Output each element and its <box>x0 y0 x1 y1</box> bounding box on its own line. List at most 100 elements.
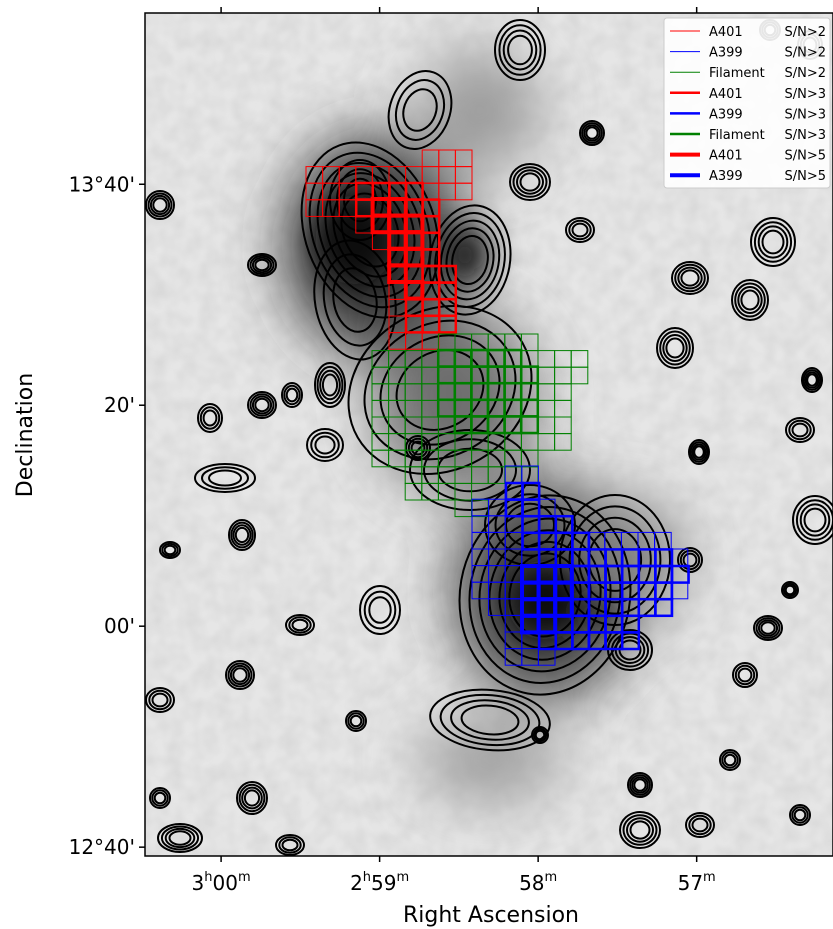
contour-ring <box>201 466 249 490</box>
contour-ring <box>313 239 397 361</box>
contour-ring <box>685 812 715 838</box>
contour-ring <box>163 544 177 556</box>
contour-ring <box>410 440 426 456</box>
legend-snr-label: S/N>3 <box>784 128 826 143</box>
contour-ring <box>659 330 691 366</box>
contour-ring <box>498 24 542 76</box>
contour-ring <box>275 834 305 856</box>
contour-ring <box>451 234 489 286</box>
contour-ring <box>665 337 685 359</box>
contour-ring <box>194 463 256 493</box>
x-tick-label: 3h00m <box>192 870 251 895</box>
contour-ring <box>782 582 798 598</box>
contour-ring <box>230 521 254 549</box>
contour-ring <box>585 126 599 140</box>
contour-ring <box>579 120 605 146</box>
contour-ring <box>723 753 737 767</box>
contour-ring <box>516 169 544 195</box>
contour-ring <box>379 334 501 446</box>
legend-series-name: Filament <box>709 128 765 143</box>
contour-ring <box>788 419 812 441</box>
contour-ring <box>254 258 270 272</box>
contour-ring <box>251 395 273 415</box>
contour-ring <box>288 616 312 634</box>
contour-ring <box>691 817 709 833</box>
contour-ring <box>531 726 549 744</box>
contour-ring <box>732 662 758 688</box>
contour-ring <box>789 804 811 826</box>
contour-ring <box>688 814 712 836</box>
contour-ring <box>161 542 179 558</box>
contour-ring <box>784 584 796 596</box>
legend-series-name: A401 <box>709 87 743 102</box>
contour-ring <box>753 221 793 263</box>
contour-ring <box>254 397 270 413</box>
contour-ring <box>571 222 589 238</box>
contour-ring <box>147 192 173 218</box>
legend-series-name: A399 <box>709 46 743 61</box>
contour-ring <box>622 814 658 846</box>
contour-ring <box>234 526 250 544</box>
contour-ring <box>460 704 520 736</box>
a401-cell-snr2 <box>454 182 473 201</box>
contour-ring <box>568 505 662 615</box>
legend-snr-label: S/N>5 <box>784 149 826 164</box>
contour-ring <box>731 279 769 321</box>
legend-box <box>663 17 831 189</box>
a401-cell-snr5 <box>387 263 408 284</box>
contour-ring <box>152 197 168 213</box>
contour-ring <box>671 261 709 295</box>
y-axis-label: Declination <box>13 373 38 497</box>
contour-ring <box>278 836 302 854</box>
contour-ring <box>792 495 833 545</box>
contour-ring <box>308 151 432 309</box>
legend-series-name: Filament <box>709 66 765 81</box>
a399-cell-snr3 <box>654 597 674 618</box>
contour-ring <box>319 369 341 401</box>
contour-ring <box>568 219 592 241</box>
contour-ring <box>314 435 336 455</box>
a399-cell-snr3 <box>670 564 690 584</box>
contour-ring <box>281 838 299 852</box>
a399-cell-snr5 <box>536 613 558 635</box>
contour-ring <box>534 729 546 741</box>
contour-ring <box>507 34 533 66</box>
contour-ring <box>793 808 807 822</box>
contour-ring <box>423 438 517 502</box>
contour-ring <box>407 437 429 459</box>
a399-cell-snr5 <box>553 597 574 618</box>
contour-ring <box>583 124 601 142</box>
contour-ring <box>310 431 340 459</box>
contour-ring <box>347 712 365 730</box>
contour-ring <box>285 614 315 636</box>
tick-layer: 3h00m 2h59m 58m 57m 13°40' 20' 00' 12°40' <box>69 7 716 895</box>
contour-ring <box>781 581 799 599</box>
a401-cell-snr5 <box>403 246 425 268</box>
contour-ring <box>151 692 169 708</box>
contour-ring <box>429 688 551 752</box>
contour-ring <box>679 549 701 571</box>
x-tick-label: 58m <box>519 870 557 895</box>
contour-ring <box>734 664 756 686</box>
contour-ring <box>806 373 818 387</box>
contour-ring <box>512 166 548 198</box>
filament-cell-snr2 <box>554 433 572 451</box>
contour-ring <box>734 282 766 318</box>
contour-ring <box>249 393 275 417</box>
contour-ring <box>629 820 651 840</box>
contour-ring <box>306 428 344 462</box>
contour-ring <box>197 403 223 433</box>
contour-ring <box>314 362 346 408</box>
contour-ring <box>232 667 248 683</box>
contour-ring <box>160 825 200 851</box>
contour-ring <box>228 519 256 551</box>
contour-ring <box>285 387 299 403</box>
contour-ring <box>232 524 252 546</box>
contour-ring <box>581 122 603 144</box>
contour-ring <box>359 585 401 635</box>
contour-ring <box>693 445 705 459</box>
legend-series-name: A401 <box>709 149 743 164</box>
contour-ring <box>247 253 277 277</box>
contour-ring <box>428 204 512 316</box>
